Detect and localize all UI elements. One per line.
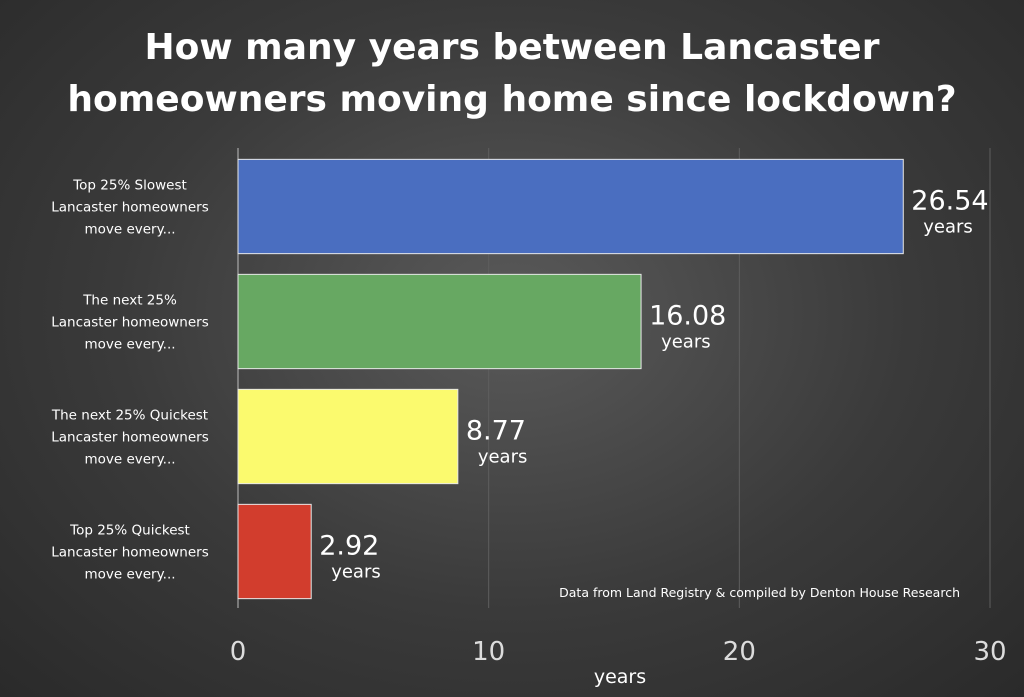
bars-group [237, 158, 904, 600]
category-label-1-line-1: Lancaster homeowners [51, 315, 209, 331]
chart-title: How many years between Lancaster homeown… [0, 22, 1024, 126]
value-label-0: 26.54 [911, 186, 988, 217]
category-label-0-line-2: move every... [84, 222, 175, 238]
x-axis-label: years [594, 666, 646, 688]
chart-title-line-2: homeowners moving home since lockdown? [67, 79, 957, 120]
value-label-2: 8.77 [466, 416, 526, 447]
value-unit-3: years [331, 562, 381, 583]
value-unit-2: years [478, 447, 528, 468]
category-label-2-line-2: move every... [84, 452, 175, 468]
category-label-2: The next 25% Quickest Lancaster homeowner… [51, 408, 209, 468]
x-tick-label-1: 10 [472, 637, 505, 667]
value-unit-0: years [923, 217, 973, 238]
category-label-3-line-0: Top 25% Quickest [69, 523, 190, 539]
chart-title-line-1: How many years between Lancaster [144, 27, 880, 68]
x-tick-label-2: 20 [723, 637, 756, 667]
category-label-0-line-0: Top 25% Slowest [72, 178, 187, 194]
source-annotation: Data from Land Registry & compiled by De… [559, 585, 960, 600]
bar-2 [237, 388, 459, 485]
category-label-1: The next 25% Lancaster homeowners move eve… [51, 293, 209, 353]
x-tick-label-3: 30 [973, 637, 1006, 667]
category-label-0-line-1: Lancaster homeowners [51, 200, 209, 216]
category-label-2-line-1: Lancaster homeowners [51, 430, 209, 446]
category-label-2-line-0: The next 25% Quickest [51, 408, 208, 424]
category-label-0: Top 25% Slowest Lancaster homeowners move … [51, 178, 209, 238]
category-label-3-line-2: move every... [84, 567, 175, 583]
category-label-1-line-2: move every... [84, 337, 175, 353]
x-tick-labels: 0 10 20 30 [230, 637, 1007, 667]
category-label-1-line-0: The next 25% [82, 293, 177, 309]
x-tick-label-0: 0 [230, 637, 247, 667]
category-labels: Top 25% Slowest Lancaster homeowners move … [51, 178, 209, 583]
category-label-3: Top 25% Quickest Lancaster homeowners move… [51, 523, 209, 583]
value-unit-1: years [661, 332, 711, 353]
value-label-3: 2.92 [319, 531, 379, 562]
bar-3 [237, 503, 312, 600]
bar-0 [237, 158, 904, 255]
category-label-3-line-1: Lancaster homeowners [51, 545, 209, 561]
value-label-1: 16.08 [649, 301, 726, 332]
bar-1 [237, 273, 642, 370]
